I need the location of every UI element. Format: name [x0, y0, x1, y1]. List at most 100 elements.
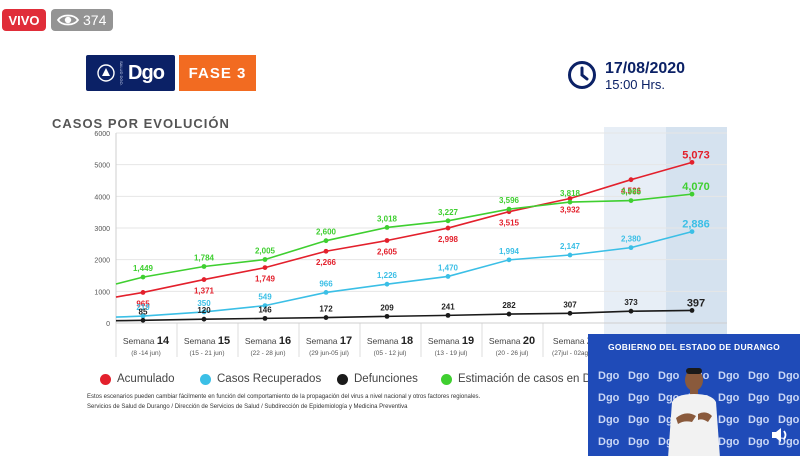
data-point: [506, 257, 512, 263]
data-label: 1,449: [133, 264, 154, 273]
tile-logo: Dgo: [748, 414, 770, 426]
data-label: 3,515: [499, 219, 520, 228]
tile-logo: Dgo: [778, 436, 800, 448]
durango-logo: SALUD DGO. Dgo: [86, 55, 175, 91]
tile-logo: Dgo: [718, 392, 740, 404]
tile-logo: Dgo: [778, 370, 800, 382]
interpreter-video[interactable]: GOBIERNO DEL ESTADO DE DURANGO Dgo Dgo Dgo…: [588, 334, 800, 456]
legend-acumulado: Acumulado: [100, 373, 175, 385]
tile-logo: Dgo: [718, 370, 740, 382]
data-label: 3,596: [499, 196, 520, 205]
data-point: [689, 229, 695, 235]
data-label: 172: [319, 305, 333, 314]
data-point: [384, 238, 390, 243]
data-point: [567, 196, 573, 201]
x-tick-label: Semana 14: [123, 335, 170, 347]
data-label: 120: [197, 306, 211, 315]
data-label: 549: [258, 293, 272, 302]
legend-dot-icon: [100, 373, 111, 385]
data-label: 397: [687, 297, 705, 309]
data-point: [140, 290, 146, 295]
chart-title: CASOS POR EVOLUCIÓN: [52, 116, 230, 131]
data-point: [445, 218, 451, 224]
data-point: [140, 274, 146, 280]
data-point: [628, 308, 634, 314]
data-label: 1,226: [377, 271, 398, 280]
data-label: 966: [319, 279, 333, 288]
data-point: [323, 290, 329, 295]
data-label: 1,784: [194, 254, 215, 263]
data-point: [384, 313, 390, 319]
data-point: [262, 315, 268, 321]
data-label: 2,998: [438, 235, 459, 244]
tile-logo: Dgo: [628, 392, 650, 404]
data-point: [323, 315, 329, 320]
data-label: 3,227: [438, 208, 459, 217]
viewer-count-badge: 374: [51, 9, 113, 31]
x-tick-range: (15 - 21 jun): [189, 350, 224, 357]
live-badge: VIVO: [2, 9, 46, 31]
x-tick-label: Semana 20: [489, 335, 535, 347]
data-label: 373: [624, 298, 638, 307]
data-point: [384, 281, 390, 287]
phase-label: FASE 3: [179, 55, 256, 91]
tile-logo: Dgo: [718, 414, 740, 426]
tile-logo: Dgo: [628, 370, 650, 382]
footnote-source: Servicios de Salud de Durango / Direcció…: [87, 404, 408, 410]
data-label: 2,005: [255, 247, 276, 256]
data-point: [262, 265, 268, 271]
data-point: [262, 257, 268, 262]
projection-band-2: [666, 127, 727, 334]
data-point: [689, 308, 695, 313]
tile-logo: Dgo: [628, 436, 650, 448]
data-label: 1,749: [255, 275, 276, 284]
x-tick-label: Semana 18: [367, 335, 413, 347]
tile-logo: Dgo: [778, 392, 800, 404]
tile-logo: Dgo: [748, 436, 770, 448]
data-label: 241: [441, 302, 455, 311]
y-tick-label: 0: [106, 321, 110, 328]
legend-label: Acumulado: [117, 373, 175, 385]
x-tick-label: Semana 16: [245, 335, 291, 347]
data-point: [384, 225, 390, 230]
data-label: 4,526: [621, 187, 642, 196]
y-tick-label: 2000: [94, 258, 110, 265]
y-tick-label: 1000: [94, 289, 110, 296]
x-tick-label: Semana 15: [184, 335, 230, 347]
volume-icon[interactable]: [770, 426, 790, 444]
x-tick-range: (29 jun-05 jul): [309, 350, 349, 357]
data-point: [201, 309, 207, 315]
evolution-line-chart: 0 1000 2000 3000 4000 5000 6000 Semana 14 (8 -1…: [94, 127, 727, 357]
clock-icon: [568, 61, 596, 89]
x-tick-label: Semana 17: [306, 335, 352, 347]
data-point: [140, 313, 146, 319]
data-label: 350: [197, 299, 211, 308]
tile-logo: Dgo: [748, 392, 770, 404]
data-point: [445, 274, 451, 279]
state-seal-icon: [97, 64, 115, 82]
data-point: [201, 264, 207, 269]
data-label: 3,965: [621, 188, 642, 197]
data-label: 965: [136, 299, 150, 308]
data-label: 5,073: [682, 149, 710, 161]
data-point: [262, 303, 268, 309]
tile-logo: Dgo: [658, 370, 680, 382]
legend-dot-icon: [441, 373, 452, 385]
x-tick-range: (8 -14 jun): [131, 350, 161, 357]
y-tick-label: 4000: [94, 194, 110, 201]
data-label: 1,470: [438, 263, 459, 272]
data-label: 1,994: [499, 247, 520, 256]
data-point: [689, 159, 695, 165]
legend-recuperados: Casos Recuperados: [200, 373, 321, 385]
data-label: 2,147: [560, 242, 581, 251]
tile-logo: Dgo: [598, 436, 620, 448]
data-point: [323, 248, 329, 254]
x-tick-range: (20 - 26 jul): [496, 350, 529, 357]
interpreter-header: GOBIERNO DEL ESTADO DE DURANGO: [607, 342, 781, 352]
legend-dot-icon: [337, 373, 348, 385]
eye-icon: [57, 14, 79, 26]
tile-logo: Dgo: [778, 414, 800, 426]
y-tick-label: 3000: [94, 226, 110, 233]
projection-band-1: [604, 127, 666, 334]
data-label: 3,932: [560, 205, 581, 214]
